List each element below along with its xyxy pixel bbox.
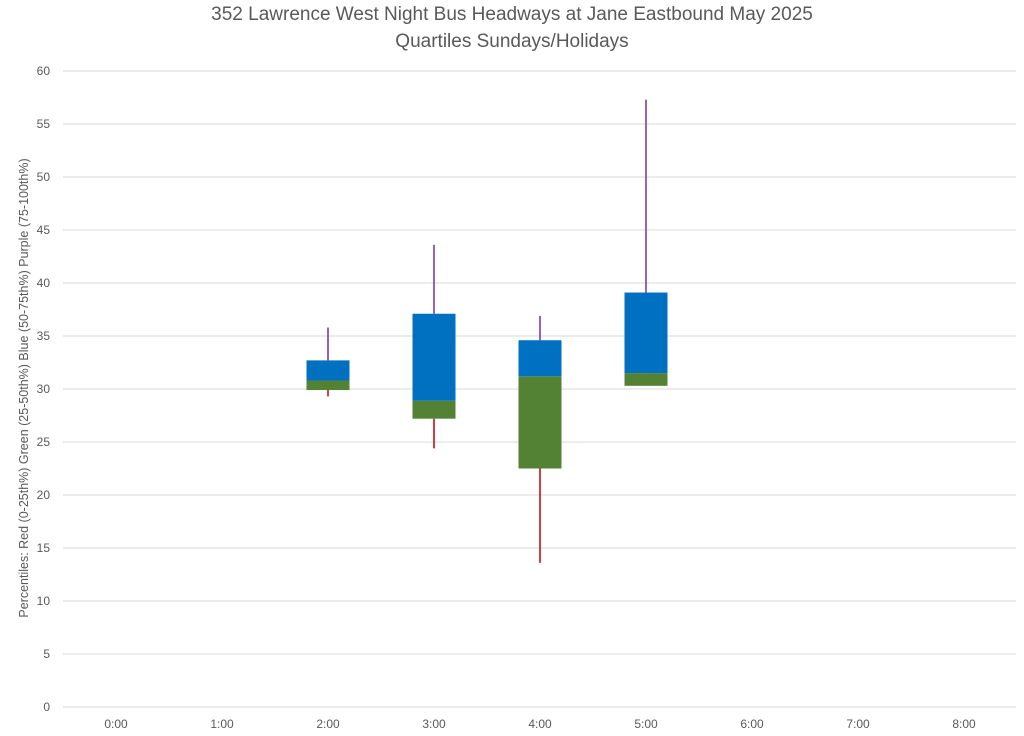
y-tick-label: 45 <box>37 223 51 237</box>
box-series <box>306 99 668 563</box>
y-tick-label: 15 <box>37 541 51 555</box>
x-tick-label: 3:00 <box>422 717 446 731</box>
gridlines <box>63 70 1016 708</box>
y-tick-label: 5 <box>43 647 50 661</box>
upper-box-median-q3 <box>518 340 562 377</box>
y-axis-label: Percentiles: Red (0-25th%) Green (25-50t… <box>17 158 31 617</box>
y-tick-label: 40 <box>37 276 51 290</box>
y-axis-ticks: 0 5 10 15 20 25 30 35 40 45 50 55 60 <box>37 64 51 714</box>
y-tick-label: 25 <box>37 435 51 449</box>
lower-box-q1-median <box>412 400 456 419</box>
y-tick-label: 50 <box>37 170 51 184</box>
y-tick-label: 30 <box>37 382 51 396</box>
lower-box-q1-median <box>306 380 350 391</box>
y-tick-label: 10 <box>37 594 51 608</box>
y-tick-label: 35 <box>37 329 51 343</box>
y-tick-label: 20 <box>37 488 51 502</box>
y-tick-label: 0 <box>43 700 50 714</box>
lower-box-q1-median <box>518 376 562 469</box>
x-tick-label: 7:00 <box>846 717 870 731</box>
upper-box-median-q3 <box>412 313 456 401</box>
upper-box-median-q3 <box>306 360 350 381</box>
lower-box-q1-median <box>624 373 668 386</box>
chart-title: 352 Lawrence West Night Bus Headways at … <box>211 4 813 25</box>
y-tick-label: 60 <box>37 64 51 78</box>
x-tick-label: 8:00 <box>952 717 976 731</box>
chart-subtitle: Quartiles Sundays/Holidays <box>395 31 629 52</box>
x-axis-ticks: 0:00 1:00 2:00 3:00 4:00 5:00 6:00 7:00 8:00 <box>104 717 976 731</box>
x-tick-label: 4:00 <box>528 717 552 731</box>
x-tick-label: 5:00 <box>634 717 658 731</box>
y-tick-label: 55 <box>37 117 51 131</box>
x-tick-label: 1:00 <box>210 717 234 731</box>
x-tick-label: 0:00 <box>104 717 128 731</box>
x-tick-label: 2:00 <box>316 717 340 731</box>
x-tick-label: 6:00 <box>740 717 764 731</box>
upper-box-median-q3 <box>624 292 668 374</box>
